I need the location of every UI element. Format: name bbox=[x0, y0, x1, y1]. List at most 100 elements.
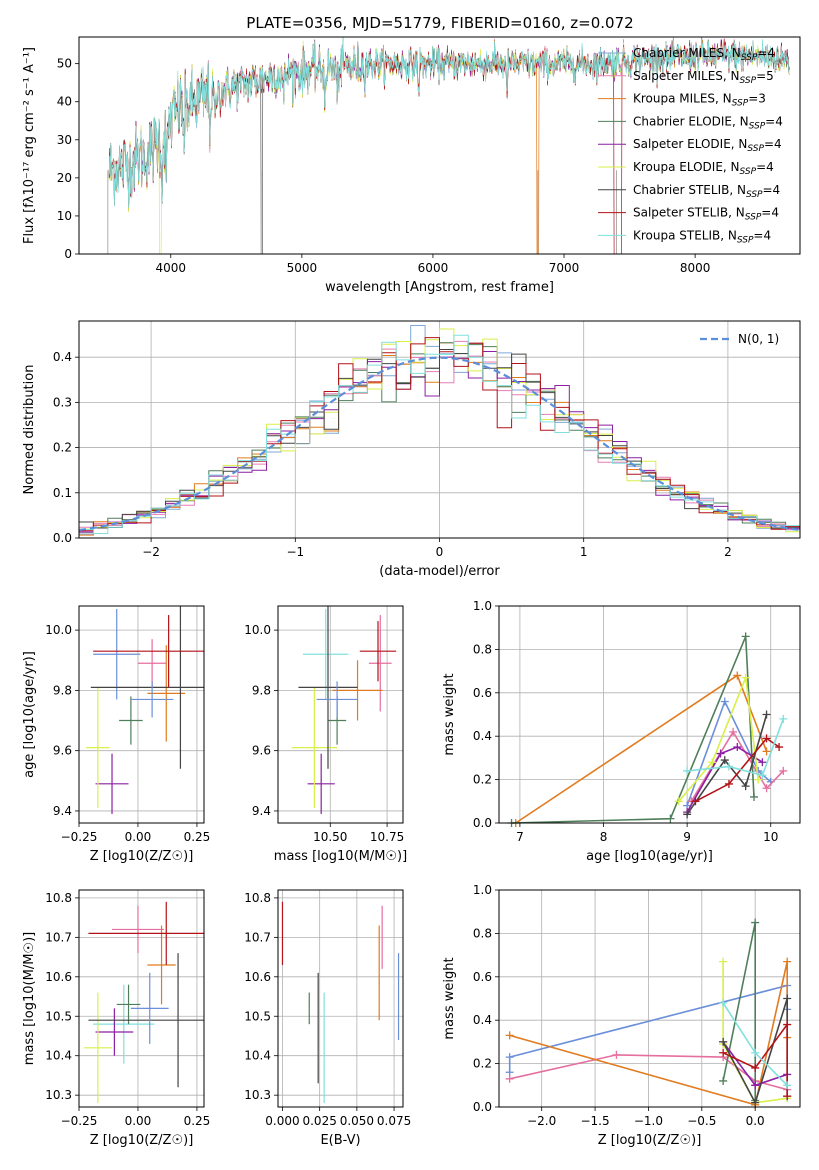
x-axis-label: wavelength [Angstrom, rest frame] bbox=[325, 280, 554, 295]
x-tick-label: −2.0 bbox=[527, 1114, 556, 1128]
y-tick-label: 10 bbox=[57, 209, 72, 223]
y-axis-label: mass [log10(M/M☉)] bbox=[22, 932, 37, 1065]
weight-line bbox=[686, 746, 763, 813]
axes-frame bbox=[78, 605, 205, 824]
weight-marker bbox=[733, 743, 742, 752]
weight-marker bbox=[775, 743, 784, 752]
weight-marker bbox=[779, 714, 788, 723]
x-axis-label: age [log10(age/yr)] bbox=[586, 849, 713, 864]
weight-marker bbox=[719, 998, 728, 1007]
x-tick-label: −2 bbox=[142, 545, 160, 559]
spectrum-line: Kroupa STELIB, N_SSP=4 bbox=[108, 36, 790, 208]
weight-marker bbox=[783, 1092, 792, 1101]
weight-marker bbox=[719, 1076, 728, 1085]
x-tick-label: −0.25 bbox=[61, 830, 98, 844]
x-tick-label: 0 bbox=[436, 545, 444, 559]
x-tick-label: 0.0 bbox=[746, 1114, 765, 1128]
y-tick-label: 10.8 bbox=[45, 891, 72, 905]
weight-marker bbox=[729, 727, 738, 736]
axes-frame bbox=[498, 889, 801, 1108]
x-axis-label: E(B-V) bbox=[320, 1133, 360, 1148]
x-tick-label: 7000 bbox=[549, 261, 580, 275]
weight-marker bbox=[720, 697, 729, 706]
weight-marker bbox=[683, 766, 692, 775]
weight-marker bbox=[751, 918, 760, 927]
weight-marker bbox=[733, 671, 742, 680]
x-tick-label: 4000 bbox=[155, 261, 186, 275]
y-tick-label: 10.0 bbox=[45, 623, 72, 637]
x-axis-label: (data-model)/error bbox=[379, 564, 500, 579]
weight-marker bbox=[783, 957, 792, 966]
weight-line bbox=[687, 718, 785, 777]
y-tick-label: 10.6 bbox=[244, 970, 271, 984]
weight-marker bbox=[719, 1048, 728, 1057]
y-tick-label: 9.6 bbox=[53, 744, 72, 758]
axes-frame bbox=[277, 889, 404, 1108]
weight-marker bbox=[741, 632, 750, 641]
y-tick-label: 0.0 bbox=[473, 1100, 492, 1114]
weight-marker bbox=[708, 758, 717, 767]
weight-line bbox=[511, 636, 755, 824]
weight-marker bbox=[505, 1053, 514, 1062]
weight-marker bbox=[720, 756, 729, 765]
x-tick-label: 8 bbox=[600, 830, 608, 844]
y-tick-label: 10.4 bbox=[45, 1049, 72, 1063]
legend-entry: Kroupa STELIB, NSSP=4 bbox=[633, 228, 771, 245]
histogram-series bbox=[79, 328, 800, 533]
y-tick-label: 0.4 bbox=[53, 350, 72, 364]
y-tick-label: 10.5 bbox=[45, 1009, 72, 1023]
weight-marker bbox=[751, 1063, 760, 1072]
histogram-series bbox=[79, 337, 800, 532]
y-axis-label: Normed distribution bbox=[22, 365, 37, 495]
histogram-series bbox=[79, 342, 800, 529]
axes-frame bbox=[498, 605, 801, 824]
x-tick-label: −1.5 bbox=[580, 1114, 609, 1128]
legend-entry: N(0, 1) bbox=[738, 332, 779, 346]
weight-marker bbox=[751, 1098, 760, 1107]
axes-frame bbox=[277, 605, 404, 824]
weight-marker bbox=[716, 749, 725, 758]
x-axis-label: Z [log10(Z/Z☉)] bbox=[90, 849, 194, 864]
y-tick-label: 10.0 bbox=[244, 623, 271, 637]
weight-marker bbox=[719, 1037, 728, 1046]
y-tick-label: 0.6 bbox=[473, 686, 492, 700]
y-tick-label: 0.8 bbox=[473, 642, 492, 656]
weight-marker bbox=[762, 747, 771, 756]
weight-marker bbox=[666, 814, 675, 823]
y-tick-label: 0.4 bbox=[473, 1013, 492, 1027]
weight-marker bbox=[750, 792, 759, 801]
x-tick-label: 9 bbox=[683, 830, 691, 844]
y-tick-label: 1.0 bbox=[473, 599, 492, 613]
weight-marker bbox=[754, 775, 763, 784]
weight-line bbox=[686, 699, 772, 806]
y-axis-label: mass weight bbox=[442, 957, 457, 1039]
x-tick-label: 0.025 bbox=[302, 1114, 336, 1128]
weight-marker bbox=[674, 797, 683, 806]
weight-marker bbox=[724, 779, 733, 788]
y-tick-label: 50 bbox=[57, 57, 72, 71]
panel-weight-vs-age: 7 8 9 10 0.0 0.2 0.4 0.6 0.8 1.0 age [log10(age/yr… bbox=[442, 599, 801, 864]
weight-marker bbox=[751, 1081, 760, 1090]
weight-marker bbox=[505, 1031, 514, 1040]
y-tick-label: 0.0 bbox=[53, 531, 72, 545]
x-tick-label: −1.0 bbox=[634, 1114, 663, 1128]
weight-line bbox=[695, 737, 780, 803]
weight-marker bbox=[683, 810, 692, 819]
y-tick-label: 10.7 bbox=[45, 930, 72, 944]
y-tick-label: 10.3 bbox=[244, 1088, 271, 1102]
y-tick-label: 30 bbox=[57, 133, 72, 147]
weight-marker bbox=[758, 771, 767, 780]
x-tick-label: 10 bbox=[763, 830, 778, 844]
legend-entry: Kroupa ELODIE, NSSP=4 bbox=[633, 160, 774, 177]
y-tick-label: 0.8 bbox=[473, 926, 492, 940]
weight-marker bbox=[691, 797, 700, 806]
x-tick-label: 0.075 bbox=[377, 1114, 411, 1128]
x-tick-label: −0.5 bbox=[687, 1114, 716, 1128]
weight-marker bbox=[724, 762, 733, 771]
x-tick-label: 0.25 bbox=[184, 1114, 211, 1128]
weight-marker bbox=[762, 784, 771, 793]
legend-entry: Chabrier MILES, NSSP=4 bbox=[633, 46, 775, 63]
x-tick-label: 0.000 bbox=[265, 1114, 299, 1128]
